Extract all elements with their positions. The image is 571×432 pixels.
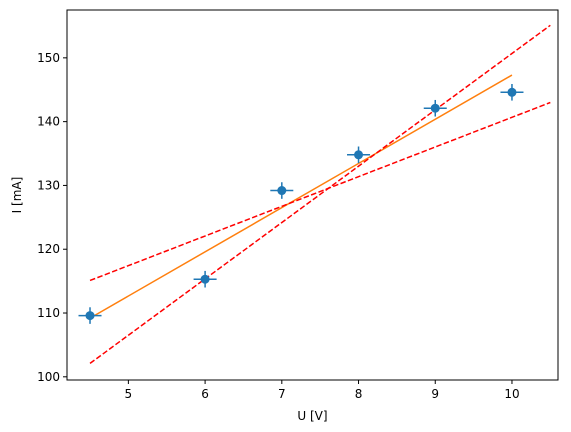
x-axis-label: U [V]: [297, 409, 327, 423]
data-point: [200, 274, 210, 284]
y-axis-label: I [mA]: [10, 177, 24, 214]
data-point: [354, 150, 364, 160]
x-tick-label: 6: [201, 387, 209, 401]
x-tick-label: 10: [504, 387, 519, 401]
x-tick-label: 9: [431, 387, 439, 401]
y-tick-label: 130: [37, 178, 60, 192]
dashed-bound-line: [89, 24, 551, 365]
data-point: [430, 103, 440, 113]
data-point: [85, 311, 95, 321]
x-tick-label: 5: [125, 387, 133, 401]
plot-data-layer: [78, 24, 551, 365]
fit-line: [89, 74, 513, 319]
y-tick-label: 150: [37, 51, 60, 65]
data-point: [277, 186, 287, 196]
y-tick-label: 110: [37, 306, 60, 320]
plot-frame: [66, 9, 559, 381]
axes-layer: 5 6 7 8 9 10 100 110 120 130 140 150: [37, 51, 520, 401]
data-point: [507, 87, 517, 97]
dashed-bound-line: [89, 101, 551, 282]
x-tick-label: 7: [278, 387, 286, 401]
y-tick-label: 100: [37, 370, 60, 384]
x-tick-label: 8: [355, 387, 363, 401]
y-tick-label: 140: [37, 115, 60, 129]
y-tick-label: 120: [37, 242, 60, 256]
